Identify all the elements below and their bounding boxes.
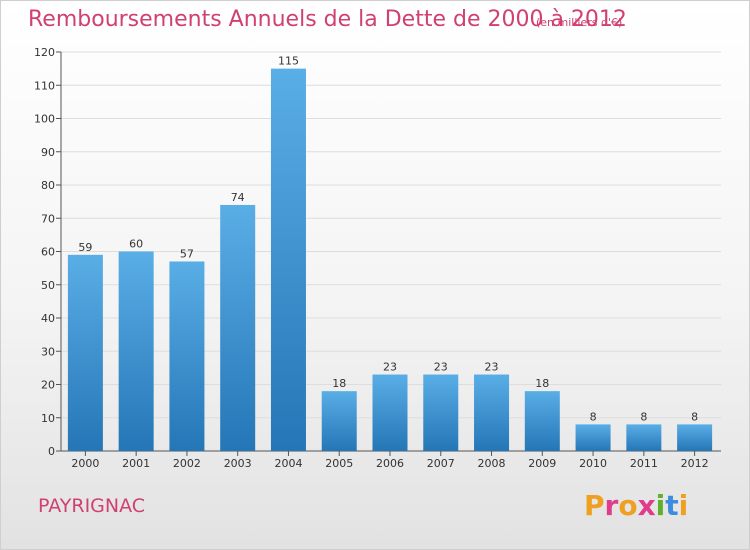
bar-value-label: 115 — [278, 55, 299, 68]
bar — [474, 374, 510, 451]
y-tick-label: 0 — [48, 445, 55, 458]
x-tick-label: 2009 — [528, 457, 556, 470]
bar — [423, 374, 459, 451]
bar-value-label: 18 — [332, 377, 346, 390]
bar-value-label: 23 — [383, 361, 397, 374]
x-tick-label: 2007 — [427, 457, 455, 470]
x-tick-label: 2005 — [325, 457, 353, 470]
logo-letter: P — [584, 489, 605, 522]
bar-value-label: 23 — [485, 361, 499, 374]
x-tick-label: 2003 — [224, 457, 252, 470]
y-tick-label: 10 — [41, 412, 55, 425]
chart-subtitle: (en milliers d'€) — [536, 16, 623, 29]
logo-letter: r — [604, 489, 619, 522]
bar — [524, 391, 560, 451]
logo-letter: t — [665, 489, 679, 522]
bar — [321, 391, 357, 451]
x-tick-label: 2010 — [579, 457, 607, 470]
bar — [575, 424, 611, 451]
x-tick-label: 2000 — [71, 457, 99, 470]
bar-value-label: 23 — [434, 361, 448, 374]
bar-value-label: 8 — [590, 410, 597, 423]
bar — [270, 68, 306, 451]
bar-value-label: 8 — [640, 410, 647, 423]
y-tick-label: 30 — [41, 345, 55, 358]
y-tick-label: 40 — [41, 312, 55, 325]
y-tick-label: 100 — [34, 113, 55, 126]
bar — [67, 254, 103, 451]
bar-value-label: 59 — [78, 241, 92, 254]
x-tick-label: 2002 — [173, 457, 201, 470]
bar — [626, 424, 662, 451]
bar — [118, 251, 154, 451]
bar-value-label: 8 — [691, 410, 698, 423]
bar-value-label: 74 — [231, 191, 245, 204]
y-tick-label: 110 — [34, 79, 55, 92]
bar-value-label: 57 — [180, 247, 194, 260]
logo-letter: i — [678, 489, 689, 522]
logo-letter: i — [655, 489, 666, 522]
commune-name: PAYRIGNAC — [38, 495, 146, 517]
bar — [220, 204, 256, 451]
y-tick-label: 60 — [41, 246, 55, 259]
logo-letter: o — [618, 489, 638, 522]
x-tick-label: 2012 — [681, 457, 709, 470]
logo-letter: x — [637, 489, 656, 522]
x-tick-label: 2001 — [122, 457, 150, 470]
y-tick-label: 120 — [34, 46, 55, 59]
proxiti-logo: Proxiti — [584, 489, 688, 522]
bar-value-label: 18 — [535, 377, 549, 390]
x-tick-label: 2004 — [274, 457, 302, 470]
x-tick-label: 2011 — [630, 457, 658, 470]
y-tick-label: 50 — [41, 279, 55, 292]
y-tick-label: 20 — [41, 379, 55, 392]
y-tick-label: 80 — [41, 179, 55, 192]
bar — [677, 424, 713, 451]
chart-title: Remboursements Annuels de la Dette de 20… — [28, 7, 627, 32]
x-tick-label: 2008 — [478, 457, 506, 470]
bar — [372, 374, 408, 451]
bar — [169, 261, 205, 451]
bar-value-label: 60 — [129, 238, 143, 251]
y-tick-label: 70 — [41, 212, 55, 225]
y-tick-label: 90 — [41, 146, 55, 159]
x-tick-label: 2006 — [376, 457, 404, 470]
